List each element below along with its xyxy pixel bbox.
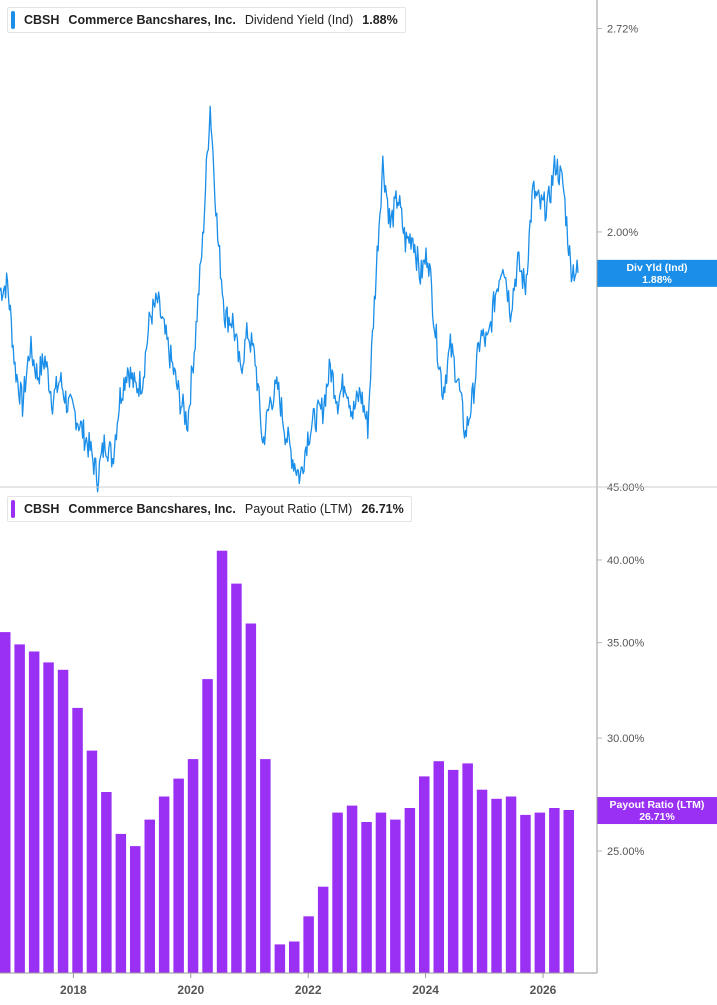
payout-ratio-bar	[274, 944, 286, 973]
payout-ratio-bar	[390, 819, 401, 973]
payout-ratio-bar	[505, 796, 517, 973]
payout-ratio-bar	[144, 819, 155, 973]
payout-ratio-bar	[303, 916, 314, 973]
x-tick-label: 2022	[295, 983, 322, 997]
y-tick-label: 2.00%	[607, 227, 638, 239]
payout-ratio-bar	[404, 808, 416, 973]
last-value-tag-label: Payout Ratio (LTM)	[610, 799, 705, 811]
legend-company: Commerce Bancshares, Inc.	[68, 502, 236, 516]
payout-ratio-bar	[476, 789, 488, 973]
payout-ratio-bar	[43, 662, 54, 973]
last-value-tag-value: 26.71%	[639, 811, 675, 823]
payout-ratio-bar	[346, 805, 358, 973]
payout-ratio-bar	[534, 812, 546, 973]
payout-ratio-bar	[202, 679, 213, 973]
legend-ticker: CBSH	[24, 502, 60, 516]
payout-ratio-bar	[491, 798, 502, 973]
payout-ratio-bar	[57, 669, 69, 973]
payout-ratio-bar	[462, 763, 473, 973]
x-axis: 2018 2020 2022 2024 2026	[0, 972, 597, 997]
legend-value: 26.71%	[361, 502, 404, 516]
y-tick-label: 2.72%	[607, 24, 638, 36]
payout-ratio-bar	[101, 792, 112, 973]
payout-ratio-legend[interactable]: CBSH Commerce Bancshares, Inc. Payout Ra…	[7, 496, 412, 522]
y-tick-label: 45.00%	[607, 482, 645, 494]
dividend-yield-legend[interactable]: CBSH Commerce Bancshares, Inc. Dividend …	[7, 7, 406, 33]
payout-ratio-bar	[520, 814, 531, 973]
payout-ratio-bar	[130, 846, 141, 973]
payout-ratio-bar	[260, 759, 271, 973]
payout-ratio-bar	[419, 776, 430, 973]
payout-ratio-bar	[231, 583, 242, 973]
x-tick-label: 2020	[177, 983, 204, 997]
last-value-tag	[597, 259, 717, 287]
last-value-tag	[597, 797, 717, 825]
payout-ratio-bar	[86, 750, 98, 973]
y-tick-label: 35.00%	[607, 638, 645, 650]
legend-value: 1.88%	[362, 13, 398, 27]
legend-ticker: CBSH	[24, 13, 60, 27]
payout-ratio-bar	[216, 550, 228, 973]
payout-ratio-bar	[375, 812, 387, 973]
dividend-yield-plot: 2.72% 2.00% Div Yld (Ind)1.88%	[0, 24, 717, 493]
legend-metric: Dividend Yield (Ind)	[244, 13, 354, 27]
payout-ratio-bar	[187, 759, 199, 973]
payout-ratio-bar	[158, 796, 170, 973]
legend-company: Commerce Bancshares, Inc.	[68, 13, 236, 27]
dividend-yield-swatch	[11, 11, 15, 29]
last-value-tag-value: 1.88%	[642, 274, 672, 286]
payout-ratio-bar	[317, 886, 329, 973]
last-value-tag-label: Div Yld (Ind)	[626, 262, 687, 274]
y-tick-label: 40.00%	[607, 555, 645, 567]
y-tick-label: 30.00%	[607, 733, 645, 745]
payout-ratio-bar	[28, 651, 40, 973]
legend-metric: Payout Ratio (LTM)	[244, 502, 353, 516]
payout-ratio-bar	[173, 778, 184, 973]
payout-ratio-bar	[563, 810, 574, 973]
payout-ratio-bar	[447, 769, 459, 973]
payout-ratio-bar	[332, 812, 343, 973]
x-tick-label: 2018	[60, 983, 87, 997]
payout-ratio-plot: 45.00% 40.00% 35.00% 30.00% 25.00% Payout Rat…	[0, 482, 717, 973]
y-tick-label: 25.00%	[607, 846, 645, 858]
payout-ratio-bar	[0, 632, 11, 973]
dividend-yield-line	[0, 105, 579, 493]
payout-ratio-bar	[433, 761, 444, 973]
panel-dividers	[0, 0, 717, 973]
payout-ratio-bar	[72, 707, 83, 973]
payout-ratio-bar	[549, 808, 560, 973]
x-tick-label: 2024	[412, 983, 439, 997]
x-tick-label: 2026	[530, 983, 557, 997]
payout-ratio-swatch	[11, 500, 15, 518]
payout-ratio-bar	[289, 941, 300, 973]
payout-ratio-bar	[245, 623, 257, 973]
payout-ratio-bar	[14, 644, 25, 973]
payout-ratio-bar	[115, 833, 127, 973]
payout-ratio-bar	[361, 822, 372, 973]
